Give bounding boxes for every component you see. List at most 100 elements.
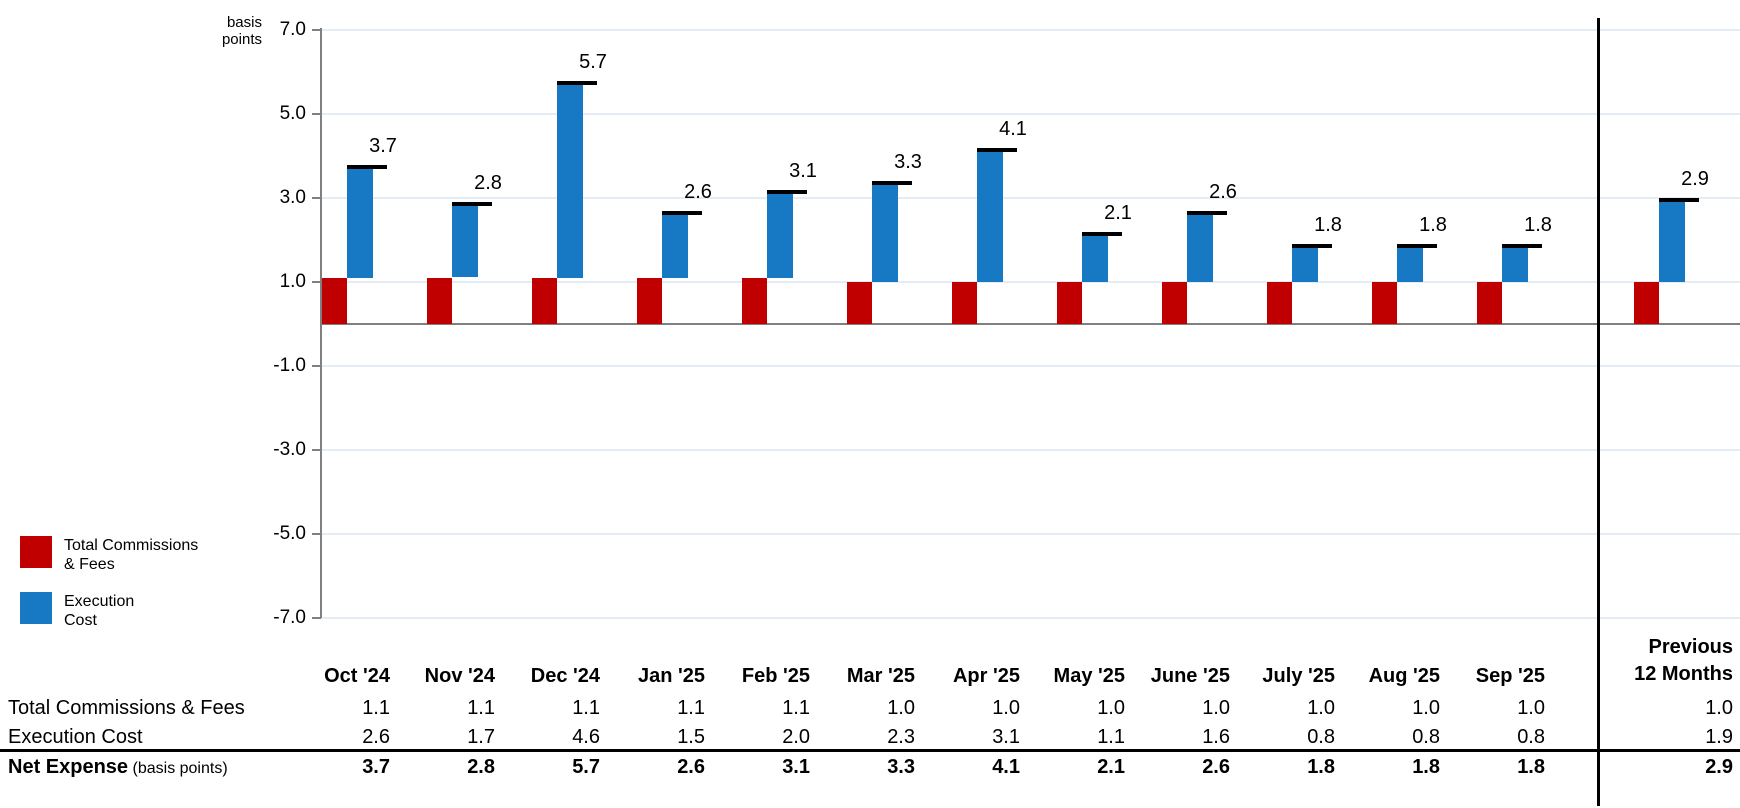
net-total-cap	[1082, 231, 1122, 236]
table-cell: 1.1	[1097, 726, 1125, 748]
y-axis-unit-label: basis points	[192, 14, 262, 48]
table-cell: 1.8	[1412, 756, 1440, 778]
table-header-cell: Feb '25	[741, 665, 810, 687]
table-cell: 1.0	[992, 697, 1020, 719]
bar-total-commissions-fees	[427, 277, 452, 324]
bar-total-commissions-fees	[1162, 282, 1187, 324]
y-tick-label: 3.0	[279, 187, 306, 208]
table-cell: 1.6	[1202, 726, 1230, 748]
execution-legend-line1: Execution	[64, 593, 135, 610]
net-total-cap	[1397, 244, 1437, 249]
table-cell: 1.0	[1097, 697, 1125, 719]
grid-line	[321, 617, 1740, 619]
table-cell: 3.1	[992, 726, 1020, 748]
net-total-cap	[1292, 244, 1332, 249]
y-tick-label: -7.0	[273, 607, 306, 628]
net-total-label: 3.1	[789, 159, 817, 182]
table-header-cell: July '25	[1262, 665, 1335, 687]
y-tick-mark	[312, 365, 321, 367]
table-cell: 1.1	[572, 697, 600, 719]
table-header-cell: Mar '25	[846, 665, 915, 687]
table-cell: 1.0	[1412, 697, 1440, 719]
net-total-cap	[977, 147, 1017, 152]
bar-total-commissions-fees	[1057, 282, 1082, 324]
bar-total-commissions-fees	[742, 277, 767, 324]
table-cell: 1.1	[782, 697, 810, 719]
bar-execution-cost	[452, 206, 478, 278]
table-cell: 1.1	[362, 697, 390, 719]
y-tick-label: 1.0	[279, 271, 306, 292]
net-total-label: 2.6	[1209, 180, 1237, 203]
bar-total-commissions-fees	[847, 282, 872, 324]
net-total-label: 2.1	[1104, 201, 1132, 224]
net-expense-rule	[0, 749, 1740, 752]
bar-total-commissions-fees	[1477, 282, 1502, 324]
table-header-cell: Jan '25	[637, 665, 705, 687]
bar-total-commissions-fees	[532, 277, 557, 324]
table-cell: 4.6	[572, 726, 600, 748]
table-cell: 5.7	[572, 756, 600, 778]
grid-line	[321, 449, 1740, 451]
bar-total-commissions-fees	[952, 282, 977, 324]
table-header-cell: Aug '25	[1368, 665, 1440, 687]
y-tick-label: 7.0	[279, 19, 306, 40]
bar-execution-cost	[1502, 248, 1528, 283]
net-total-cap	[767, 189, 807, 194]
net-total-cap	[347, 164, 387, 169]
bar-total-commissions-fees	[322, 277, 347, 324]
table-row-label: Net Expense (basis points)	[8, 756, 228, 778]
table-row-label: Execution Cost	[8, 726, 143, 748]
bar-execution-cost	[1397, 248, 1423, 283]
y-tick-mark	[312, 449, 321, 451]
table-cell: 1.0	[1202, 697, 1230, 719]
y-tick-label: -3.0	[273, 439, 306, 460]
table-cell: 4.1	[992, 756, 1020, 778]
table-cell: 2.1	[1097, 756, 1125, 778]
table-header-cell: Oct '24	[324, 665, 390, 687]
table-cell: 3.7	[362, 756, 390, 778]
bar-execution-cost	[1082, 235, 1108, 282]
commissions-legend-line1: Total Commissions	[64, 537, 199, 554]
grid-line	[321, 29, 1740, 31]
bar-total-commissions-fees	[637, 277, 662, 324]
table-cell-previous: 1.0	[1705, 697, 1733, 719]
row-label-suffix: (basis points)	[128, 760, 228, 777]
table-cell: 1.8	[1307, 756, 1335, 778]
y-axis-unit-line2: points	[221, 31, 262, 48]
table-cell: 0.8	[1517, 726, 1545, 748]
table-cell: 2.8	[467, 756, 495, 778]
table-cell: 3.3	[887, 756, 915, 778]
y-tick-label: 5.0	[279, 103, 306, 124]
grid-line	[321, 365, 1740, 367]
table-cell: 1.7	[467, 726, 495, 748]
net-total-cap	[557, 80, 597, 85]
bar-execution-cost	[1659, 202, 1685, 283]
bar-execution-cost	[347, 168, 373, 278]
table-cell: 2.3	[887, 726, 915, 748]
commissions-swatch	[20, 536, 52, 568]
grid-line	[321, 281, 1740, 283]
grid-line	[321, 197, 1740, 199]
table-cell: 2.6	[362, 726, 390, 748]
bar-execution-cost	[977, 151, 1003, 282]
previous-period-divider-line	[1597, 18, 1600, 806]
net-total-cap	[452, 202, 492, 207]
legend-item-execution: Execution Cost	[20, 592, 134, 630]
table-cell: 2.6	[1202, 756, 1230, 778]
y-tick-mark	[312, 113, 321, 115]
table-header-cell: Apr '25	[952, 665, 1020, 687]
net-total-label: 2.6	[684, 180, 712, 203]
bar-total-commissions-fees	[1372, 282, 1397, 324]
previous-header-line2: 12 Months	[1634, 663, 1733, 685]
bar-execution-cost	[662, 214, 688, 278]
commissions-legend-line2: & Fees	[64, 556, 115, 573]
table-cell: 3.1	[782, 756, 810, 778]
execution-legend-line2: Cost	[64, 612, 97, 629]
y-tick-mark	[312, 29, 321, 31]
table-cell: 1.1	[467, 697, 495, 719]
bar-execution-cost	[1187, 214, 1213, 282]
table-header-previous-12-months: Previous 12 Months	[1603, 634, 1733, 688]
table-header-cell: Sep '25	[1475, 665, 1545, 687]
